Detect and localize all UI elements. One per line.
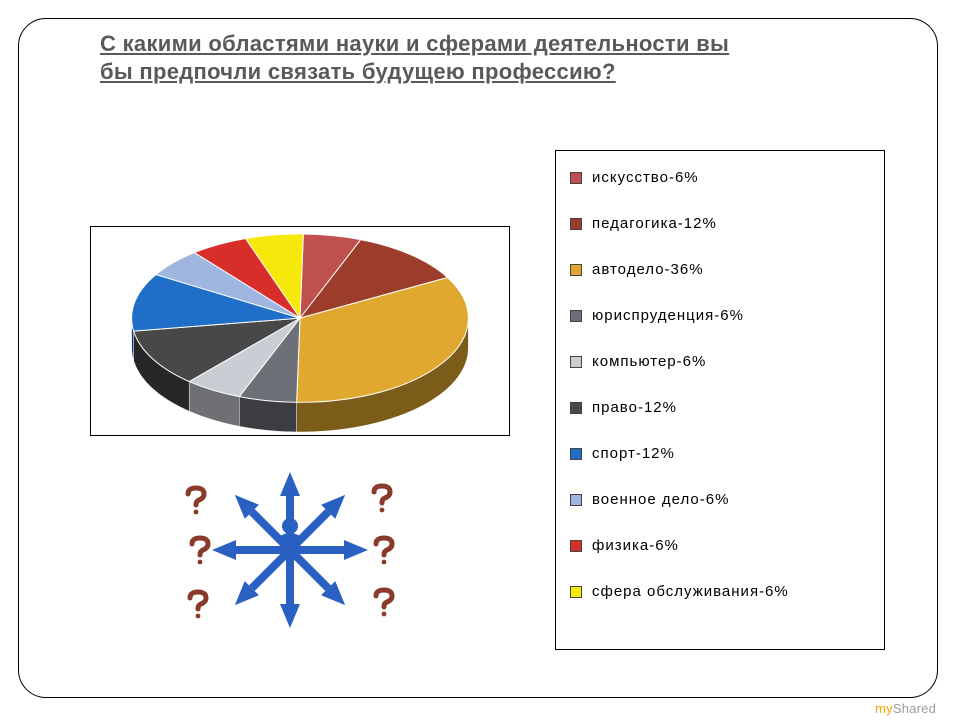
pie-chart-container bbox=[90, 226, 510, 436]
legend-item: педагогика-12% bbox=[570, 215, 872, 232]
watermark-my: my bbox=[875, 701, 893, 716]
page-title: С какими областями науки и сферами деяте… bbox=[100, 30, 740, 85]
legend-item: физика-6% bbox=[570, 537, 872, 554]
legend-label: компьютер-6% bbox=[592, 353, 706, 370]
legend-label: автодело-36% bbox=[592, 261, 704, 278]
legend-label: педагогика-12% bbox=[592, 215, 717, 232]
legend-swatch bbox=[570, 494, 582, 506]
legend-item: юриспруденция-6% bbox=[570, 307, 872, 324]
legend-swatch bbox=[570, 264, 582, 276]
legend-item: искусство-6% bbox=[570, 169, 872, 186]
legend-label: сфера обслуживания-6% bbox=[592, 583, 789, 600]
legend-swatch bbox=[570, 586, 582, 598]
legend-swatch bbox=[570, 356, 582, 368]
legend-item: компьютер-6% bbox=[570, 353, 872, 370]
legend-label: физика-6% bbox=[592, 537, 679, 554]
legend-item: автодело-36% bbox=[570, 261, 872, 278]
decorative-graphic bbox=[160, 460, 420, 640]
legend-label: право-12% bbox=[592, 399, 677, 416]
legend-label: юриспруденция-6% bbox=[592, 307, 744, 324]
legend-item: сфера обслуживания-6% bbox=[570, 583, 872, 600]
chart-legend: искусство-6% педагогика-12% автодело-36% юр… bbox=[555, 150, 885, 650]
legend-swatch bbox=[570, 540, 582, 552]
legend-item: военное дело-6% bbox=[570, 491, 872, 508]
legend-swatch bbox=[570, 310, 582, 322]
legend-swatch bbox=[570, 402, 582, 414]
legend-item: право-12% bbox=[570, 399, 872, 416]
legend-swatch bbox=[570, 448, 582, 460]
legend-label: спорт-12% bbox=[592, 445, 675, 462]
legend-swatch bbox=[570, 172, 582, 184]
legend-label: военное дело-6% bbox=[592, 491, 729, 508]
legend-swatch bbox=[570, 218, 582, 230]
watermark-shared: Shared bbox=[893, 701, 936, 716]
watermark: myShared bbox=[875, 701, 936, 716]
legend-label: искусство-6% bbox=[592, 169, 699, 186]
legend-item: спорт-12% bbox=[570, 445, 872, 462]
pie-chart bbox=[91, 227, 509, 435]
